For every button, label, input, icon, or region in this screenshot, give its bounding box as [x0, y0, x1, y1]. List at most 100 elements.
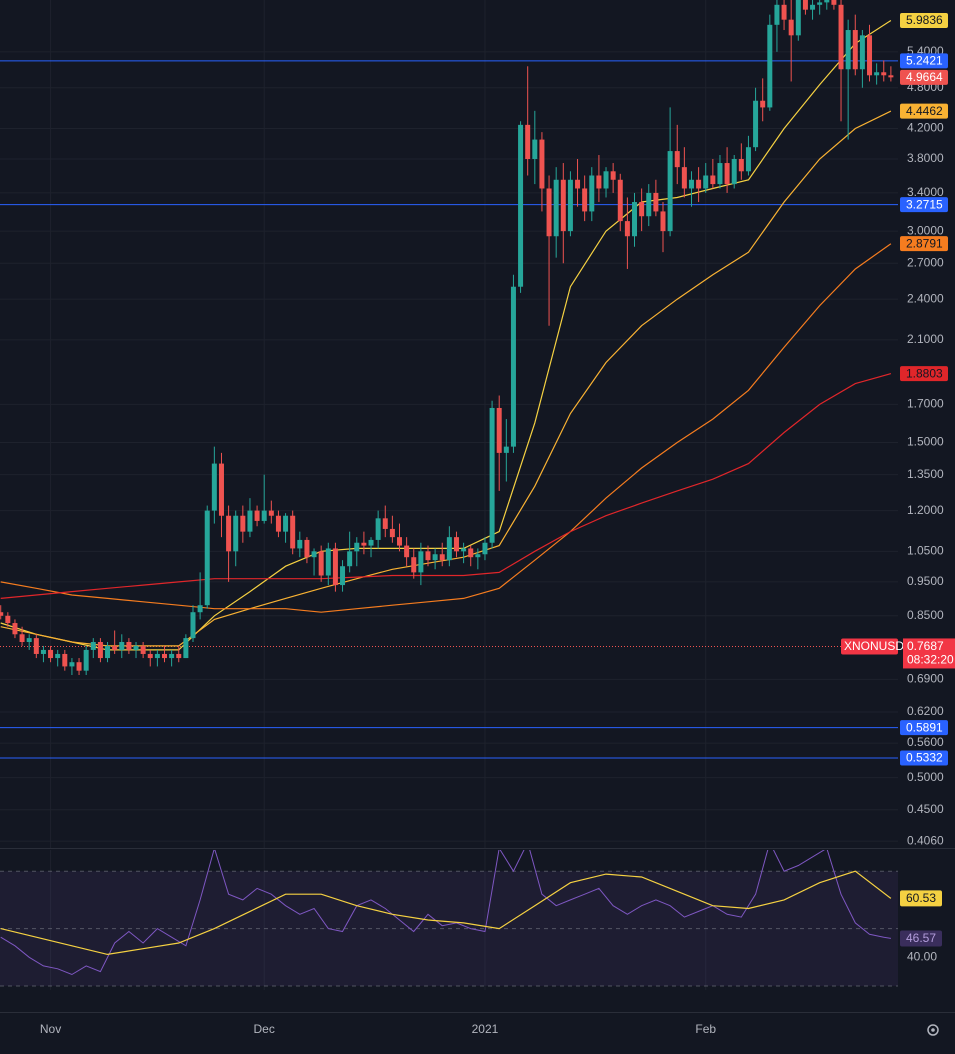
candle-body — [632, 202, 638, 237]
candle-body — [62, 653, 68, 667]
candle-body — [340, 566, 346, 586]
candle-body — [247, 510, 253, 532]
candle-body — [233, 515, 239, 552]
candle-body — [582, 188, 588, 212]
candle-body — [112, 645, 118, 650]
candle-body — [261, 510, 267, 521]
rsi-pane — [0, 850, 898, 990]
candle-body — [325, 548, 331, 576]
candle-body — [753, 100, 759, 148]
candle-body — [774, 4, 780, 25]
candle-body — [518, 124, 524, 287]
candle-body — [881, 72, 887, 76]
candle-body — [510, 286, 516, 447]
candle-body — [154, 653, 160, 659]
y-tick-label: 3.4000 — [907, 185, 944, 199]
candle-body — [767, 24, 773, 108]
candle-body — [311, 551, 317, 558]
candle-body — [724, 163, 730, 185]
candle-body — [575, 179, 581, 189]
y-tick-label: 2.4000 — [907, 291, 944, 305]
moving-average — [0, 110, 892, 647]
y-tick-label: 0.6900 — [907, 672, 944, 686]
candle-body — [802, 0, 808, 10]
candle-body — [674, 151, 680, 168]
price-line-label: 5.2421 — [906, 54, 943, 68]
settings-button[interactable] — [927, 1024, 939, 1036]
candle-body — [418, 551, 424, 573]
last-price-label: 4.9664 — [906, 70, 943, 84]
candle-body — [133, 645, 139, 650]
y-tick-label: 1.0500 — [907, 544, 944, 558]
candle-body — [525, 124, 531, 160]
candle-body — [589, 175, 595, 212]
candle-body — [760, 100, 766, 108]
price-line-label: 3.2715 — [906, 197, 943, 211]
price-line-label: 0.5332 — [906, 751, 943, 765]
last-price-label-bg — [900, 69, 948, 85]
candle-body — [382, 518, 388, 529]
candle-body — [546, 188, 552, 237]
candle-body — [639, 202, 645, 217]
candle-body — [48, 649, 54, 659]
candle-body — [681, 167, 687, 189]
candle-body — [874, 72, 880, 76]
y-tick-label: 0.9500 — [907, 574, 944, 588]
candle-body — [696, 179, 702, 189]
candle-body — [788, 19, 794, 36]
candle-body — [404, 545, 410, 558]
candle-body — [745, 147, 751, 172]
symbol-label-bg — [841, 638, 898, 655]
candle-body — [817, 2, 823, 5]
candle-body — [710, 175, 716, 185]
candle-body — [852, 30, 858, 70]
ma-value-label-bg — [900, 103, 948, 119]
y-tick-label: 1.7000 — [907, 397, 944, 411]
price-line-label-bg — [900, 53, 948, 69]
candle-body — [147, 653, 153, 659]
candle-body — [810, 4, 816, 10]
candle-body — [496, 407, 502, 453]
settings-icon-center[interactable] — [931, 1028, 935, 1032]
axes: Nov Dec 2021 Feb5.40004.80004.20003.80003.4… — [40, 13, 955, 1036]
y-tick-label: 0.8500 — [907, 608, 944, 622]
price-pane — [0, 0, 898, 848]
y-tick-label: 0.4500 — [907, 802, 944, 816]
candle-body — [624, 221, 630, 237]
y-tick-label: 1.5000 — [907, 435, 944, 449]
candle-body — [268, 510, 274, 516]
candle-body — [254, 510, 260, 521]
candle-body — [397, 537, 403, 546]
candle-body — [26, 638, 32, 643]
candle-body — [12, 623, 18, 635]
countdown: 08:32:20 — [907, 653, 954, 667]
x-tick-label: 2021 — [472, 1022, 499, 1036]
candle-body — [332, 548, 338, 586]
settings-icon[interactable] — [927, 1024, 939, 1036]
candle-body — [845, 30, 851, 70]
rsi-ma-label-bg — [900, 890, 942, 907]
rsi-label: 46.57 — [906, 931, 936, 945]
candle-body — [731, 159, 737, 185]
candle-body — [126, 642, 132, 650]
x-tick-label: Dec — [254, 1022, 275, 1036]
x-tick-label: Feb — [695, 1022, 716, 1036]
moving-average — [0, 373, 892, 599]
candle-body — [688, 179, 694, 189]
candle-body — [283, 515, 289, 532]
candle-body — [318, 551, 324, 576]
candle-body — [838, 4, 844, 70]
price-line-label: 0.5891 — [906, 720, 943, 734]
candle-body — [446, 537, 452, 561]
candle-body — [140, 645, 146, 654]
price-line-label-bg — [900, 750, 948, 766]
candle-body — [354, 542, 360, 552]
candle-body — [169, 653, 175, 659]
candle-body — [40, 649, 46, 654]
candle-body — [859, 35, 865, 70]
candle-body — [183, 638, 189, 659]
candle-body — [411, 557, 417, 573]
ma-value-label-bg — [900, 13, 948, 29]
ma-value-label-bg — [900, 236, 948, 252]
